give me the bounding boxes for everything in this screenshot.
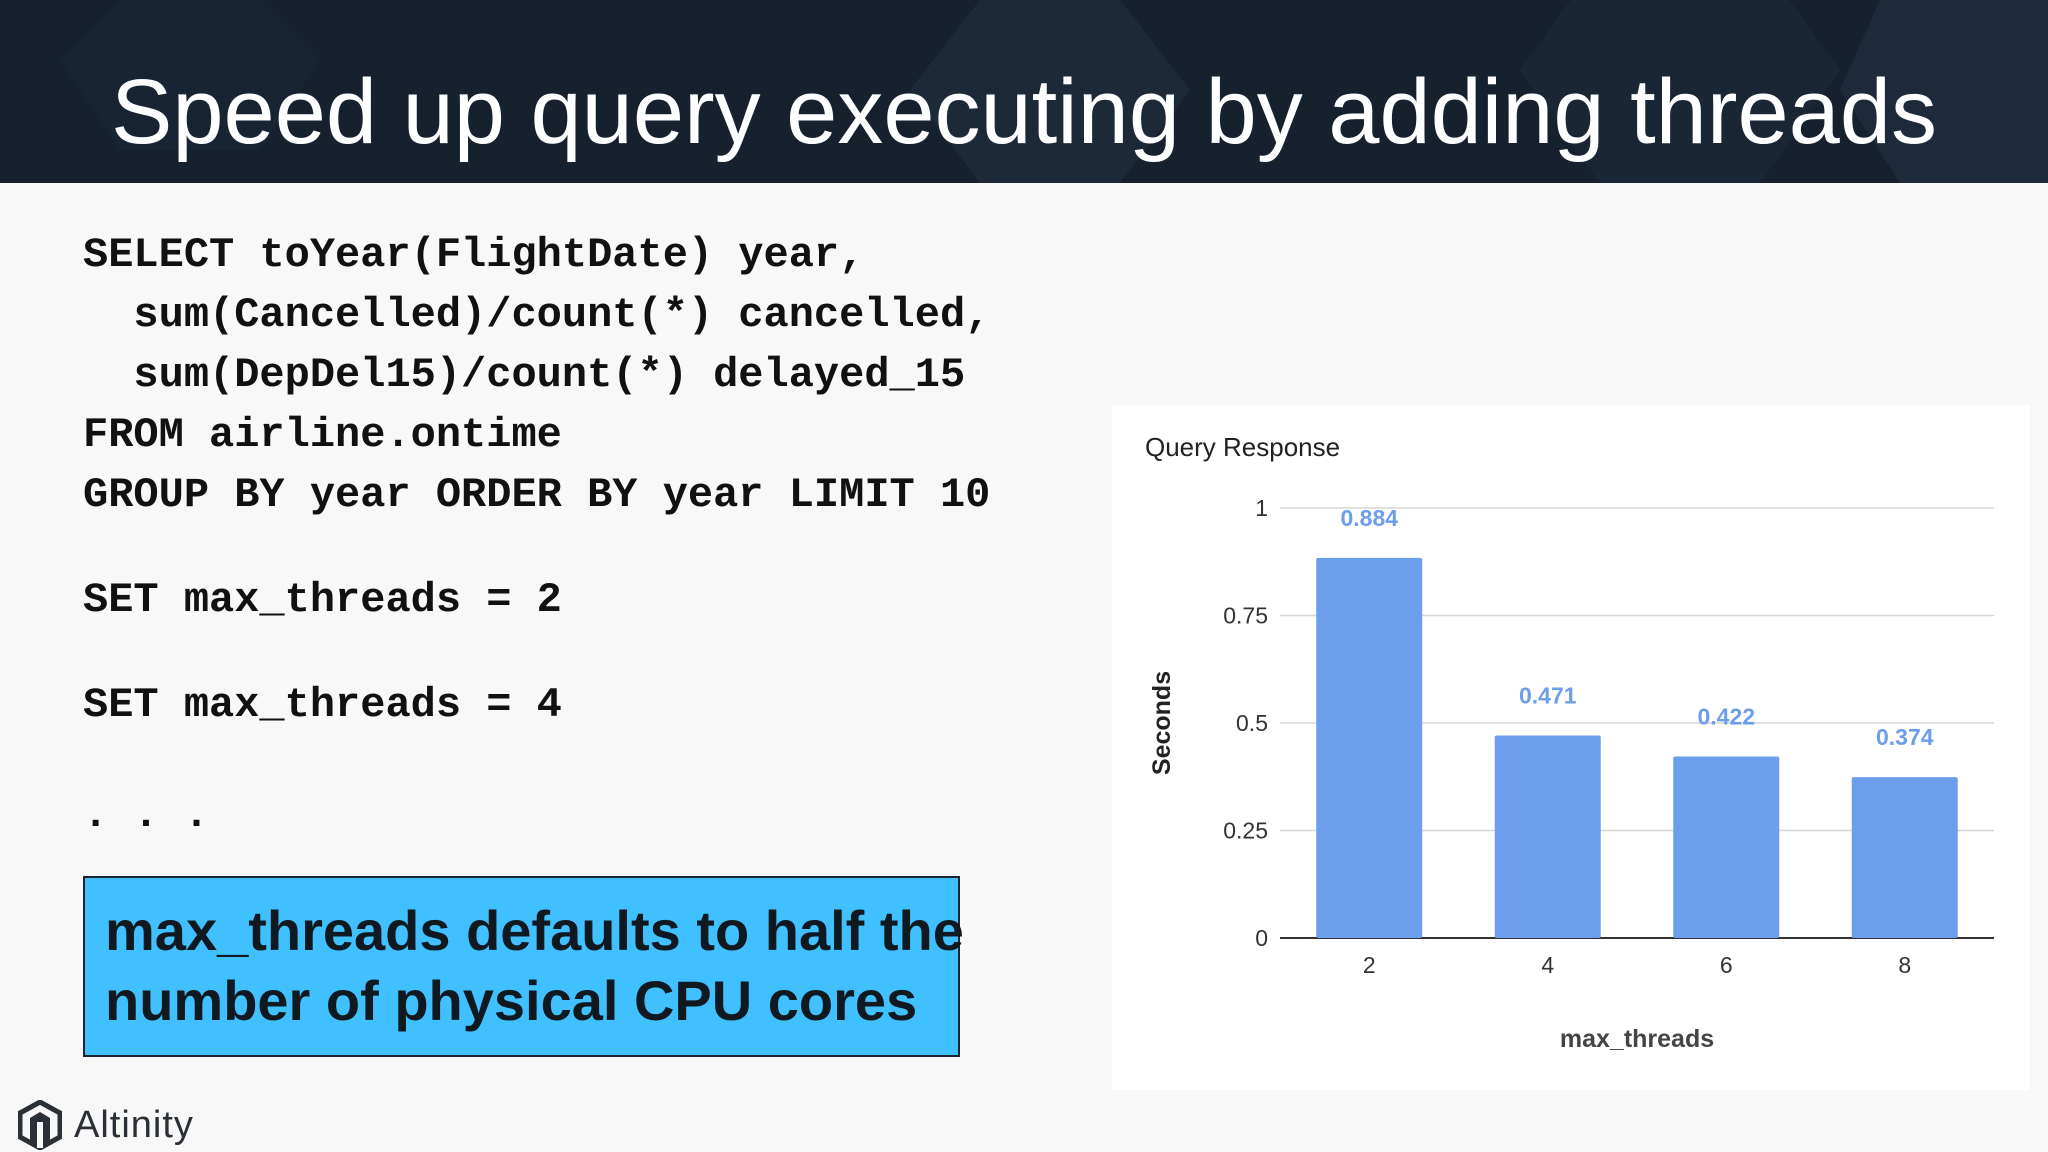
chart-title: Query Response <box>1145 432 1340 462</box>
x-axis-label: max_threads <box>1560 1025 1714 1053</box>
max-threads-callout: max_threads defaults to half the number … <box>83 876 964 1057</box>
slide-title: Speed up query executing by adding threa… <box>111 61 1937 163</box>
x-tick-label: 2 <box>1363 952 1376 978</box>
bar <box>1851 777 1958 938</box>
data-label: 0.422 <box>1697 704 1755 730</box>
data-label: 0.884 <box>1340 505 1398 531</box>
data-label: 0.374 <box>1876 724 1934 750</box>
y-axis-label: Seconds <box>1148 671 1176 775</box>
slide-header: Speed up query executing by adding threa… <box>0 0 2048 183</box>
sql-query-line-3: sum(DepDel15)/count(*) delayed_15 <box>83 351 966 399</box>
sql-query-line-4: FROM airline.ontime <box>83 411 562 459</box>
bar <box>1673 756 1780 938</box>
y-tick-label: 0.25 <box>1223 818 1268 844</box>
y-tick-label: 0.5 <box>1236 710 1268 736</box>
y-tick-label: 1 <box>1255 495 1268 521</box>
y-tick-label: 0 <box>1255 925 1268 951</box>
brand-name: Altinity <box>74 1103 194 1146</box>
query-response-chart: Query Response 0 0.25 0.5 0.75 1 0.884 2 0.471 4 0… <box>1145 432 1994 1053</box>
brand-logo: Altinity <box>18 1100 194 1150</box>
callout-line-2: number of physical CPU cores <box>105 969 918 1032</box>
callout-line-1: max_threads defaults to half the <box>105 899 964 962</box>
set-max-threads-4: SET max_threads = 4 <box>83 681 562 729</box>
x-tick-label: 8 <box>1898 952 1911 978</box>
header-pattern <box>60 0 2048 183</box>
set-max-threads-2: SET max_threads = 2 <box>83 576 562 624</box>
code-ellipsis: . . . <box>83 791 210 839</box>
chart-card: Query Response 0 0.25 0.5 0.75 1 0.884 2 0.471 4 0… <box>1112 405 2030 1090</box>
x-tick-label: 6 <box>1720 952 1733 978</box>
y-tick-label: 0.75 <box>1223 603 1268 629</box>
bar <box>1494 735 1601 938</box>
sql-query-line-5: GROUP BY year ORDER BY year LIMIT 10 <box>83 471 991 519</box>
data-label: 0.471 <box>1519 682 1577 708</box>
sql-query-line-1: SELECT toYear(FlightDate) year, <box>83 231 865 279</box>
sql-query-line-2: sum(Cancelled)/count(*) cancelled, <box>83 291 991 339</box>
x-tick-label: 4 <box>1541 952 1554 978</box>
altinity-logo-icon <box>18 1100 62 1150</box>
bar <box>1316 557 1423 938</box>
